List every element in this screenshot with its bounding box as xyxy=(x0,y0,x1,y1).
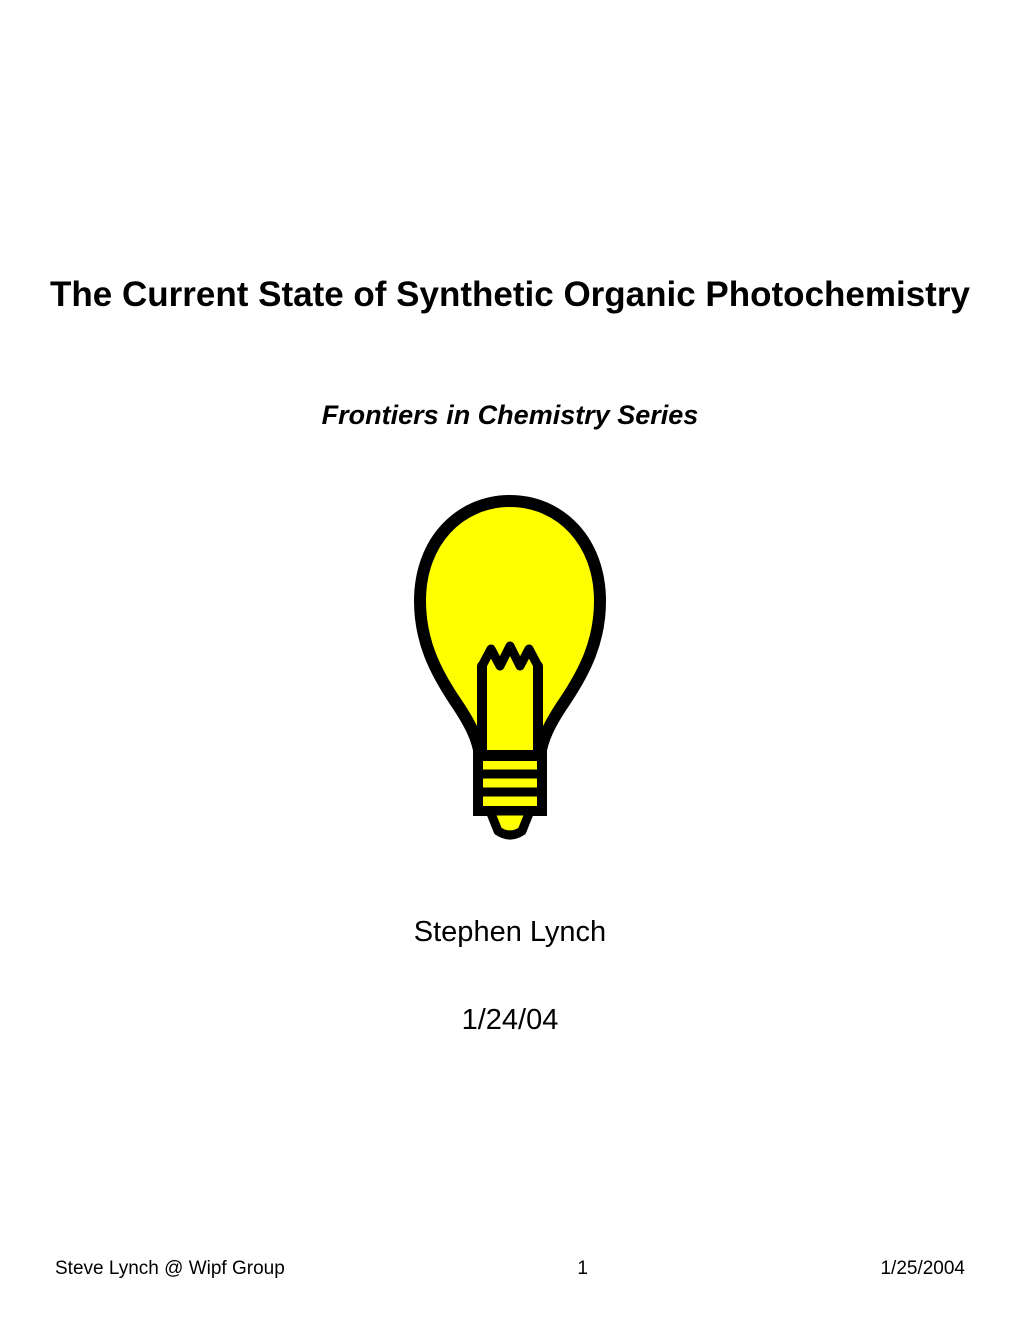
footer-date: 1/25/2004 xyxy=(880,1258,965,1280)
page-footer: Steve Lynch @ Wipf Group 1 1/25/2004 xyxy=(0,1258,1020,1280)
lightbulb-icon xyxy=(400,491,620,841)
presentation-date: 1/24/04 xyxy=(462,1004,559,1037)
page-title: The Current State of Synthetic Organic P… xyxy=(0,275,1020,315)
author-name: Stephen Lynch xyxy=(414,916,606,949)
page-subtitle: Frontiers in Chemistry Series xyxy=(322,400,699,431)
footer-author: Steve Lynch @ Wipf Group xyxy=(55,1258,285,1280)
page-number: 1 xyxy=(577,1258,588,1280)
